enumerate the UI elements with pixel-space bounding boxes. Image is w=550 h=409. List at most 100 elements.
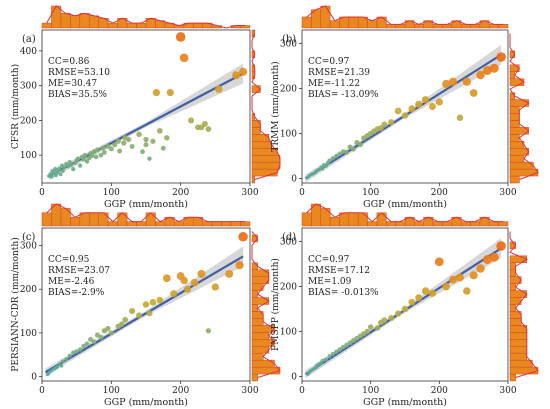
data-point (149, 299, 157, 306)
data-point (367, 324, 374, 330)
x-tick-label: 300 (241, 386, 258, 396)
data-point (238, 231, 248, 242)
top-histogram-bar (117, 212, 128, 227)
stat-line: RMSE=17.12 (308, 266, 370, 276)
data-point (60, 168, 65, 173)
data-point (126, 136, 132, 143)
x-tick-label: 0 (39, 188, 45, 198)
data-point (105, 325, 111, 332)
x-tick-label: 200 (172, 188, 189, 198)
right-histogram-bar (251, 120, 261, 128)
right-histogram-bar (251, 269, 270, 277)
data-point (344, 150, 349, 155)
panel-label: (b) (282, 34, 296, 45)
data-point (225, 269, 234, 278)
data-point (434, 257, 444, 267)
top-histogram-bar (221, 221, 232, 227)
top-histogram-bar (136, 221, 147, 227)
data-point (95, 147, 100, 153)
data-point (482, 66, 492, 75)
top-histogram-bar (211, 221, 222, 227)
y-tick-label: 100 (280, 130, 297, 140)
right-histogram-bar (251, 234, 258, 243)
data-point (324, 163, 328, 168)
data-point (347, 144, 353, 150)
data-point (57, 166, 62, 171)
data-point (324, 357, 329, 362)
data-point (88, 337, 93, 342)
y-tick-label: 100 (20, 151, 37, 161)
right-histogram-bar (251, 141, 272, 149)
top-histogram-bar (41, 212, 52, 227)
data-point (77, 347, 83, 352)
top-histogram-bar (329, 216, 340, 227)
x-tick-label: 300 (241, 188, 258, 198)
right-histogram-bar (251, 262, 258, 270)
data-point (58, 172, 63, 177)
data-point (93, 154, 99, 160)
top-histogram-bar (376, 212, 387, 227)
right-histogram-bar (509, 78, 525, 86)
top-histogram-bar (442, 221, 453, 227)
data-point (232, 71, 241, 80)
data-point (408, 105, 416, 113)
top-histogram-bar (489, 221, 499, 227)
y-tick-label: 300 (280, 40, 297, 50)
right-histogram-bar (509, 92, 515, 100)
right-histogram-bar (251, 175, 256, 184)
data-point (401, 305, 409, 313)
data-point (388, 119, 395, 126)
y-tick-label: 200 (280, 283, 297, 293)
top-histogram-bar (136, 22, 147, 29)
data-point (428, 103, 436, 110)
top-histogram-bar (240, 221, 251, 227)
top-histogram-bar (230, 221, 241, 227)
right-histogram-bar (251, 127, 261, 135)
y-tick-label: 0 (291, 175, 297, 185)
data-point (84, 159, 90, 164)
data-point (482, 255, 492, 264)
x-axis-label: GGP (mm/month) (104, 199, 188, 210)
data-point (84, 341, 90, 347)
stat-line: ME=30.47 (48, 79, 97, 89)
data-point (105, 143, 111, 149)
right-histogram-bar (509, 366, 539, 375)
right-histogram-bar (509, 113, 520, 121)
data-point (108, 330, 114, 336)
y-tick-label: 300 (280, 238, 297, 248)
y-axis-label: CFSR (mm/month) (10, 64, 21, 149)
x-axis-label: GGP (mm/month) (363, 199, 447, 210)
y-tick-label: 100 (20, 329, 37, 339)
right-histogram-bar (251, 373, 258, 382)
data-point (462, 77, 471, 86)
y-axis-label: TRMM (mm/month) (270, 61, 281, 151)
data-point (496, 241, 506, 251)
stat-line: BIAS=35.5% (48, 90, 107, 100)
data-point (64, 357, 69, 362)
data-point (320, 166, 325, 171)
data-point (71, 350, 76, 355)
right-histogram-bar (251, 297, 270, 305)
data-point (122, 316, 129, 323)
right-histogram-bar (251, 332, 270, 340)
fit-line (44, 255, 244, 374)
top-histogram-bar (174, 221, 185, 227)
data-point (147, 156, 152, 161)
top-density-curve (46, 203, 246, 223)
stat-line: BIAS= -0.013% (308, 288, 379, 298)
stat-line: ME=1.09 (308, 277, 352, 287)
data-point (117, 148, 123, 154)
top-histogram-bar (70, 216, 81, 227)
data-point (374, 325, 381, 331)
panel-label: (a) (22, 34, 36, 45)
data-point (152, 88, 161, 97)
x-tick-label: 100 (362, 188, 379, 198)
stat-line: RMSE=23.07 (48, 266, 110, 276)
top-histogram-bar (301, 212, 312, 227)
y-axis-label: PERSIANN-CDR (mm/month) (10, 237, 21, 371)
right-histogram-bar (509, 332, 528, 340)
panel-1: 0 100 200 300 100 200 300 400 GGP (mm/month) CFSR… (10, 5, 281, 210)
data-point (136, 131, 142, 138)
data-point (60, 359, 65, 364)
x-tick-label: 100 (103, 188, 120, 198)
